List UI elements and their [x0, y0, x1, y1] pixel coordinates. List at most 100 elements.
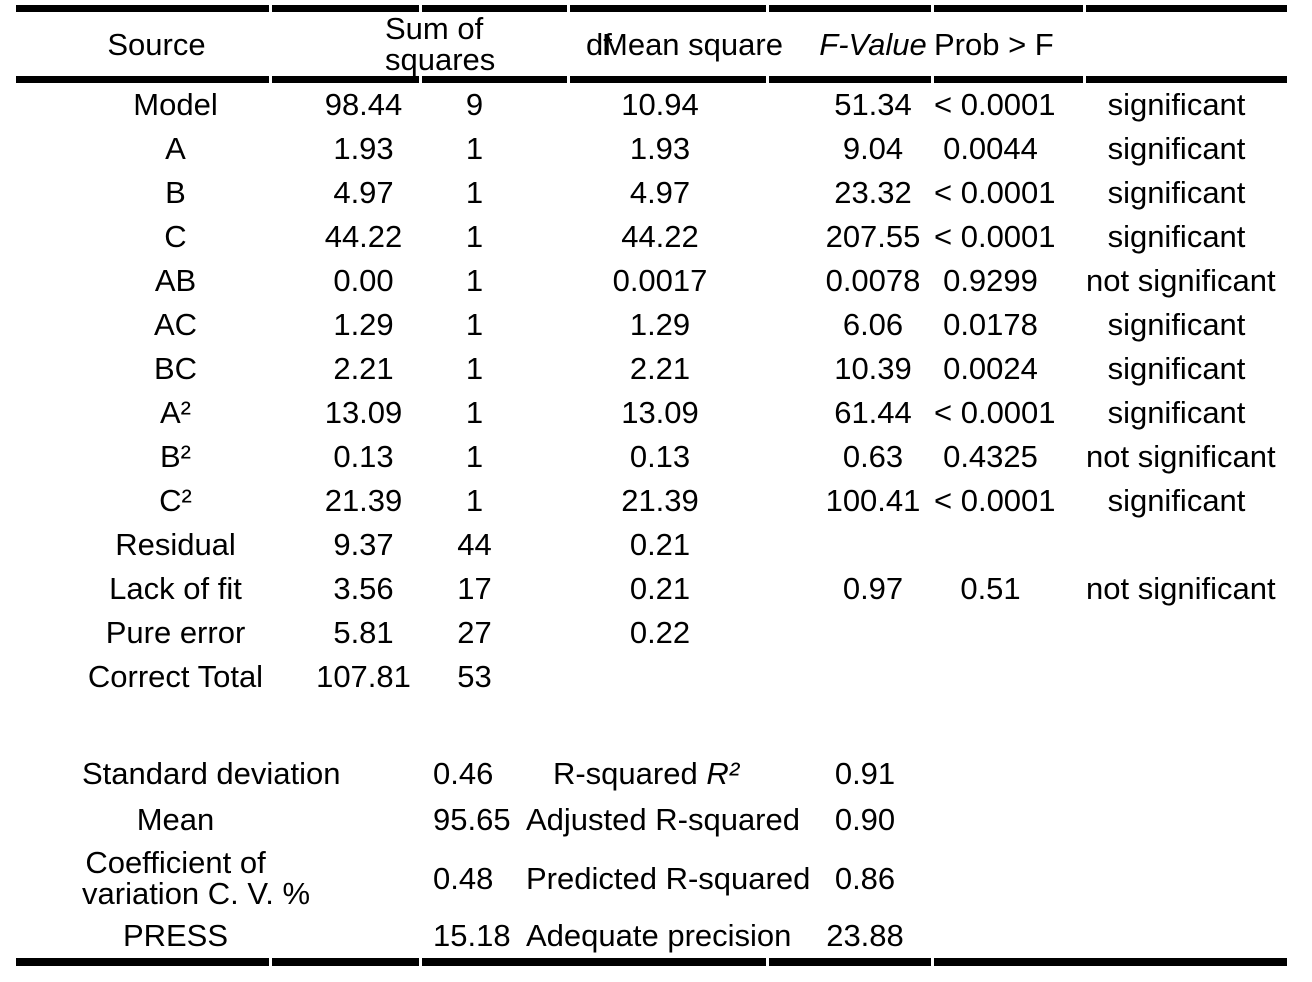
summary-metric-label: Adjusted R-squared	[422, 797, 800, 843]
header-sum-of-squares: Sum of squares	[272, 5, 495, 83]
cell-source: B²	[160, 439, 191, 474]
anova-rows: Model 98.44 9 10.94 51.34 < 0.0001 significant…	[16, 83, 1287, 699]
summary-row: Mean 95.65 Adjusted R-squared 0.90	[16, 797, 1287, 843]
table-row: AC 1.29 1 1.29 6.06 0.0178 significant	[16, 303, 1287, 347]
cell-df: 27	[457, 615, 492, 650]
table-row: Model 98.44 9 10.94 51.34 < 0.0001 significant	[16, 83, 1287, 127]
cell-ss: 9.37	[333, 527, 394, 562]
cell-p	[934, 611, 1083, 655]
summary-label: Standard deviation	[82, 756, 341, 791]
cell-sig: significant	[1107, 131, 1246, 166]
summary-metric-text: Adjusted R-squared	[526, 802, 800, 837]
cell-sig: significant	[1107, 307, 1246, 342]
table-row: B² 0.13 1 0.13 0.63 0.4325 not significant	[16, 435, 1287, 479]
header-mean-square: Mean square	[570, 5, 783, 83]
summary-rows: Standard deviation 0.46 R-squared R² 0.91 Me…	[16, 751, 1287, 966]
cell-p	[934, 655, 1083, 699]
anova-table: Source Sum of squares df Mean square F-V…	[13, 5, 1290, 966]
summary-row: Standard deviation 0.46 R-squared R² 0.91	[16, 751, 1287, 797]
summary-row: Coefficient of variation C. V. % 0.48 Pred…	[16, 843, 1287, 913]
cell-source: Correct Total	[87, 659, 264, 694]
summary-metric-text: Adequate precision	[526, 917, 792, 953]
cell-f: 6.06	[842, 307, 904, 342]
summary-metric-value: 0.91	[834, 756, 896, 791]
cell-ms: 4.97	[629, 175, 691, 210]
header-significance	[1086, 5, 1287, 83]
cell-ms: 1.93	[629, 131, 691, 166]
cell-source: C	[164, 219, 187, 254]
cell-ms: 44.22	[621, 219, 699, 254]
table-row: C 44.22 1 44.22 207.55 < 0.0001 significant	[16, 215, 1287, 259]
cell-df: 1	[465, 351, 484, 386]
cell-f: 61.44	[834, 395, 912, 430]
cell-p: 0.0178	[943, 307, 1038, 342]
header-prob-f: Prob > F	[934, 5, 1083, 83]
summary-metric-text: Predicted R-squared	[526, 860, 811, 896]
cell-p: < 0.0001	[934, 87, 1056, 122]
table-row: BC 2.21 1 2.21 10.39 0.0024 significant	[16, 347, 1287, 391]
cell-sig: not significant	[1086, 571, 1276, 606]
cell-p: 0.4325	[943, 439, 1038, 474]
cell-ms: 0.22	[629, 615, 691, 650]
cell-f: 23.32	[834, 175, 912, 210]
cell-ss: 107.81	[316, 659, 411, 694]
cell-source: A	[165, 131, 186, 166]
cell-df: 1	[465, 395, 484, 430]
cell-ms: 1.29	[629, 307, 691, 342]
cell-ms: 10.94	[621, 87, 699, 122]
cell-sig: significant	[1107, 219, 1246, 254]
cell-ss: 44.22	[324, 219, 403, 254]
table-row: A 1.93 1 1.93 9.04 0.0044 significant	[16, 127, 1287, 171]
cell-f	[769, 655, 931, 699]
cell-f: 0.0078	[825, 263, 921, 298]
table-row: C² 21.39 1 21.39 100.41 < 0.0001 significant	[16, 479, 1287, 523]
cell-sig: significant	[1107, 483, 1246, 518]
table-row: A² 13.09 1 13.09 61.44 < 0.0001 significant	[16, 391, 1287, 435]
cell-p: < 0.0001	[934, 219, 1056, 254]
cell-f: 9.04	[842, 131, 904, 166]
cell-source: Model	[133, 87, 218, 122]
cell-df: 1	[465, 483, 484, 518]
spacer-cell	[16, 699, 1287, 751]
cell-source: AC	[153, 307, 198, 342]
summary-blank	[934, 751, 1287, 797]
cell-f: 10.39	[834, 351, 912, 386]
table-row: Correct Total 107.81 53	[16, 655, 1287, 699]
cell-ss: 4.97	[333, 175, 394, 210]
summary-blank	[934, 913, 1287, 966]
table-row: Pure error 5.81 27 0.22	[16, 611, 1287, 655]
cell-df: 1	[465, 307, 484, 342]
header-row: Source Sum of squares df Mean square F-V…	[16, 5, 1287, 83]
cell-df: 1	[465, 439, 484, 474]
cell-f: 0.97	[842, 571, 904, 606]
table-row: B 4.97 1 4.97 23.32 < 0.0001 significant	[16, 171, 1287, 215]
cell-source: Pure error	[105, 615, 246, 650]
cell-f: 0.63	[842, 439, 904, 474]
section-spacer	[16, 699, 1287, 751]
summary-label: Coefficient of variation C. V. %	[82, 845, 311, 911]
cell-f: 207.55	[825, 219, 921, 254]
cell-p: 0.51	[960, 571, 1021, 606]
summary-metric-value: 0.86	[834, 860, 896, 896]
cell-ss: 3.56	[333, 571, 394, 606]
cell-df: 17	[457, 571, 492, 606]
summary-blank	[934, 843, 1287, 913]
summary-blank	[934, 797, 1287, 843]
cell-df: 1	[465, 131, 484, 166]
header-f-value: F-Value	[769, 5, 931, 83]
cell-sig	[1086, 523, 1287, 567]
summary-value: 95.65	[433, 802, 511, 837]
cell-source: Residual	[115, 527, 236, 562]
cell-ss: 1.29	[333, 307, 394, 342]
cell-p: < 0.0001	[934, 175, 1056, 210]
summary-label: PRESS	[16, 913, 269, 966]
cell-ss: 98.44	[324, 87, 403, 122]
cell-ms	[570, 655, 766, 699]
cell-p: 0.0044	[943, 131, 1038, 166]
cell-source: A²	[160, 395, 191, 430]
cell-df: 1	[465, 175, 484, 210]
cell-ms: 13.09	[621, 395, 699, 430]
table-header: Source Sum of squares df Mean square F-V…	[16, 5, 1287, 83]
cell-ss: 5.81	[333, 615, 394, 650]
header-source: Source	[16, 5, 269, 83]
